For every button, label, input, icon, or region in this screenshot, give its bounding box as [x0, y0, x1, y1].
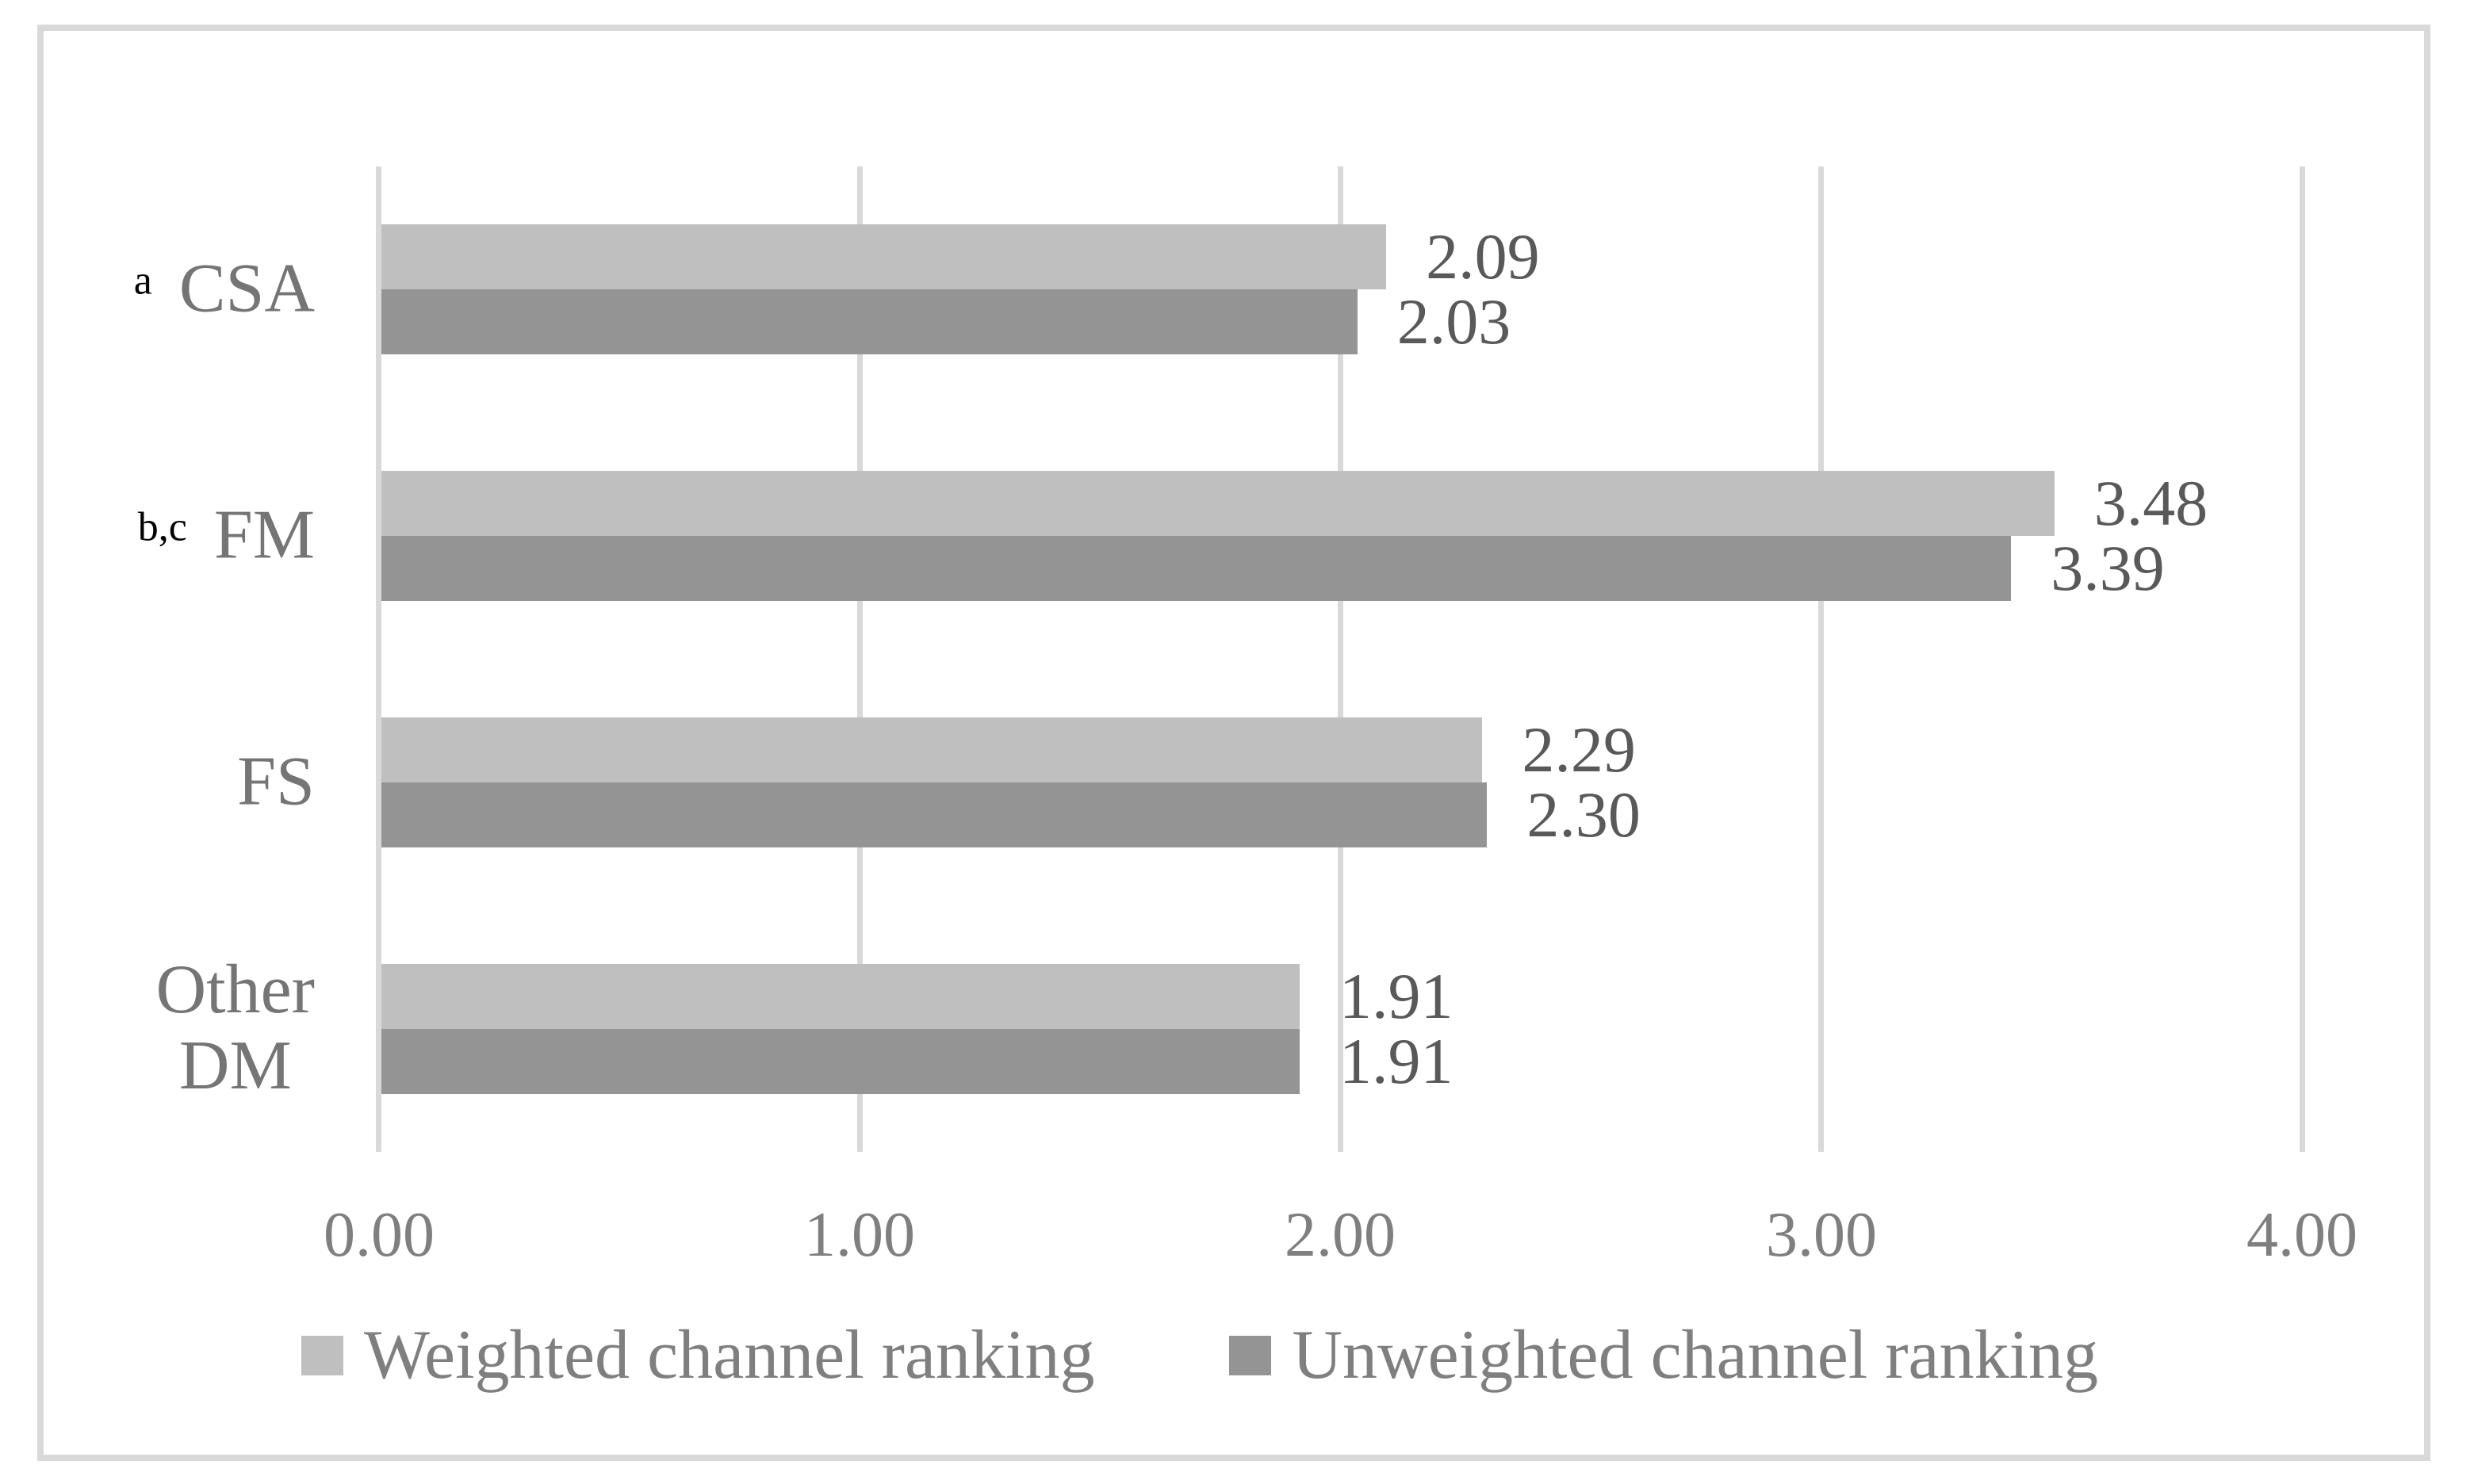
value-label-weighted-fs: 2.29	[1522, 713, 1636, 786]
figure-border	[37, 25, 2430, 1461]
category-text-other-dm: Other DM	[155, 950, 315, 1105]
x-tick-label-2: 2.00	[1285, 1200, 1396, 1270]
legend-item-weighted: Weighted channel ranking	[301, 1321, 1094, 1390]
value-label-weighted-other-dm: 1.91	[1339, 959, 1453, 1032]
bar-weighted-csa	[381, 224, 1387, 290]
category-label-fs: FS	[237, 744, 315, 820]
category-superscript-csa: a	[133, 258, 152, 304]
category-label-csa: a CSA	[134, 251, 315, 328]
bar-unweighted-fm	[381, 536, 2012, 602]
category-label-other-dm: Other DM	[155, 950, 315, 1106]
category-label-fm: b,c FM	[137, 496, 315, 575]
bar-unweighted-fs	[381, 782, 1488, 847]
bar-weighted-other-dm	[381, 963, 1300, 1029]
legend-swatch-unweighted	[1229, 1336, 1272, 1375]
legend-label-unweighted: Unweighted channel ranking	[1292, 1317, 2099, 1394]
category-text-csa: CSA	[178, 250, 315, 327]
legend-item-unweighted: Unweighted channel ranking	[1229, 1321, 2098, 1390]
legend: Weighted channel ranking Unweighted chan…	[301, 1312, 2098, 1399]
legend-label-weighted: Weighted channel ranking	[364, 1317, 1095, 1394]
x-tick-label-0: 0.00	[324, 1200, 435, 1270]
gridline-1	[857, 166, 863, 1152]
bar-weighted-fs	[381, 717, 1483, 782]
legend-swatch-weighted	[301, 1336, 343, 1375]
value-label-weighted-fm: 3.48	[2093, 467, 2208, 540]
x-tick-label-4: 4.00	[2246, 1200, 2357, 1270]
bar-unweighted-csa	[381, 289, 1358, 355]
gridline-2	[1338, 166, 1343, 1152]
value-label-unweighted-fs: 2.30	[1526, 778, 1641, 851]
bar-weighted-fm	[381, 471, 2055, 537]
gridline-4	[2300, 166, 2305, 1152]
value-label-weighted-csa: 2.09	[1426, 220, 1540, 293]
gridline-3	[1818, 166, 1824, 1152]
value-label-unweighted-other-dm: 1.91	[1339, 1024, 1453, 1097]
value-label-unweighted-fm: 3.39	[2051, 532, 2165, 605]
category-superscript-fm: b,c	[137, 504, 187, 550]
gridline-0	[376, 166, 381, 1152]
value-label-unweighted-csa: 2.03	[1396, 285, 1511, 358]
bar-unweighted-other-dm	[381, 1028, 1300, 1094]
category-text-fs: FS	[237, 743, 315, 820]
x-tick-label-1: 1.00	[804, 1200, 915, 1270]
x-tick-label-3: 3.00	[1766, 1200, 1877, 1270]
category-text-fm: FM	[213, 496, 315, 574]
